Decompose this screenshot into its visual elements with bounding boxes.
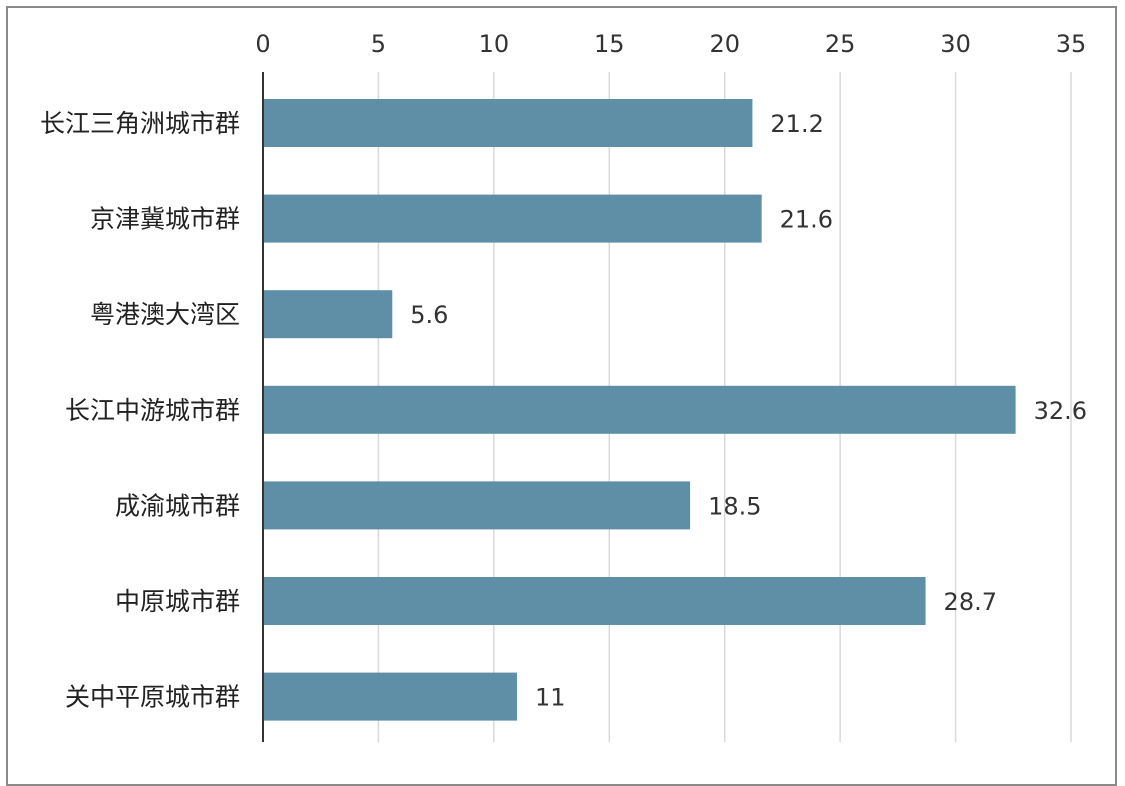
- category-label: 京津冀城市群: [90, 205, 240, 234]
- data-label: 18.5: [708, 492, 761, 520]
- data-label: 21.6: [780, 206, 833, 234]
- category-label: 关中平原城市群: [65, 683, 240, 712]
- data-label: 5.6: [410, 301, 448, 329]
- data-label: 32.6: [1034, 397, 1087, 425]
- category-label: 中原城市群: [115, 587, 240, 616]
- x-tick-label: 0: [255, 30, 270, 58]
- data-label: 11: [535, 684, 566, 712]
- bar: [263, 481, 691, 530]
- category-label: 粤港澳大湾区: [90, 300, 240, 329]
- bar: [263, 385, 1016, 434]
- x-tick-label: 10: [479, 30, 510, 58]
- x-tick-label: 20: [709, 30, 740, 58]
- bar: [263, 99, 753, 147]
- x-tick-label: 30: [940, 30, 971, 58]
- category-label: 长江三角洲城市群: [40, 109, 240, 138]
- data-label: 28.7: [944, 588, 997, 616]
- x-tick-label: 35: [1056, 30, 1087, 58]
- bar: [263, 672, 517, 721]
- x-tick-label: 5: [371, 30, 386, 58]
- data-label: 21.2: [770, 110, 823, 138]
- bar: [263, 290, 393, 339]
- x-tick-label: 25: [825, 30, 856, 58]
- category-label: 成渝城市群: [115, 491, 240, 520]
- bar: [263, 577, 926, 625]
- bar: [263, 194, 762, 243]
- category-label: 长江中游城市群: [65, 396, 240, 425]
- x-tick-label: 15: [594, 30, 625, 58]
